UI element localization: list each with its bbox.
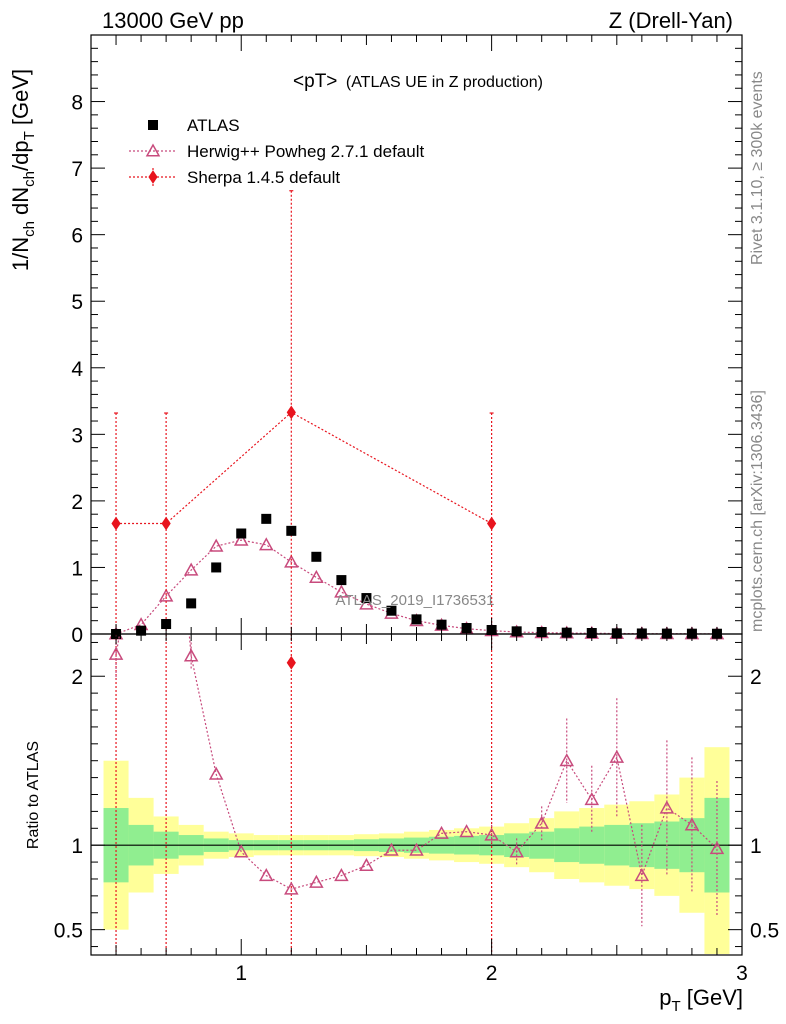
- herwig-ratio-point: [233, 844, 249, 858]
- y-axis-label: 1/Nch dNch/dpT [GeV]: [8, 69, 38, 271]
- y-tick-label: 3: [71, 424, 83, 447]
- atlas-point: [336, 575, 347, 586]
- herwig-ratio-point: [459, 824, 474, 838]
- herwig-ratio-point: [484, 827, 499, 841]
- legend-herwig-marker: [145, 143, 161, 157]
- x-tick-label: 3: [736, 962, 748, 985]
- y-tick-label: 4: [71, 358, 83, 381]
- herwig-point: [258, 537, 274, 551]
- ratio-tick-label-left: 1: [71, 835, 83, 858]
- herwig-ratio-point: [509, 844, 524, 858]
- atlas-point: [261, 513, 272, 524]
- ratio-tick-label-right: 0.5: [750, 920, 779, 943]
- herwig-ratio-point: [384, 842, 399, 856]
- rivet-label: Rivet 3.1.10, ≥ 300k events: [749, 71, 766, 265]
- herwig-point: [233, 532, 249, 546]
- herwig-ratio-point: [434, 825, 449, 839]
- atlas-point: [411, 614, 422, 625]
- header-left: 13000 GeV pp: [102, 8, 244, 33]
- y-tick-label: 2: [71, 491, 83, 514]
- ratio-tick-label-left: 0.5: [54, 920, 83, 943]
- herwig-point: [158, 588, 174, 602]
- atlas-point: [286, 525, 297, 536]
- atlas-point: [311, 551, 322, 562]
- ratio-tick-label-right: 1: [750, 835, 762, 858]
- legend: ATLAS Herwig++ Powheg 2.7.1 default Sherpa…: [129, 116, 424, 187]
- legend-atlas-marker: [148, 120, 158, 130]
- herwig-ratio-point: [108, 646, 124, 660]
- herwig-ratio-point: [284, 881, 299, 895]
- ratio-tick-label-right: 2: [750, 666, 762, 689]
- herwig-ratio-point: [208, 766, 224, 780]
- ratio-frame: [90, 633, 743, 956]
- herwig-ratio-point: [684, 817, 700, 831]
- atlas-point: [386, 605, 397, 616]
- legend-sherpa-marker: [148, 170, 158, 184]
- ratio-y-label: Ratio to ATLAS: [25, 741, 42, 849]
- sherpa-point: [286, 405, 296, 420]
- herwig-ratio-point: [584, 792, 600, 806]
- herwig-point: [359, 596, 374, 610]
- herwig-ratio-point: [258, 868, 274, 882]
- header-right: Z (Drell-Yan): [609, 8, 733, 33]
- herwig-point: [183, 562, 199, 576]
- herwig-point: [208, 538, 224, 552]
- atlas-point: [161, 619, 172, 630]
- sherpa-point: [487, 516, 497, 531]
- herwig-ratio-point: [359, 857, 374, 872]
- herwig-ratio-point: [309, 874, 324, 888]
- herwig-ratio-point: [609, 749, 625, 763]
- legend-entry-label: Sherpa 1.4.5 default: [187, 168, 340, 187]
- herwig-ratio-point: [634, 868, 650, 882]
- atlas-point: [436, 619, 447, 630]
- mcplots-label: mcplots.cern.ch [arXiv:1306.3436]: [749, 390, 766, 632]
- x-tick-label: 2: [486, 962, 498, 985]
- x-axis-label: pT [GeV]: [659, 985, 743, 1015]
- herwig-point: [334, 584, 349, 598]
- sherpa-point: [161, 516, 171, 531]
- herwig-ratio-point: [659, 800, 675, 814]
- chart-title-main: <pT>: [293, 71, 337, 92]
- herwig-ratio-point: [559, 753, 575, 767]
- atlas-point: [236, 528, 247, 539]
- herwig-ratio-point: [334, 868, 349, 882]
- y-tick-label: 5: [71, 291, 83, 314]
- atlas-point: [361, 593, 372, 604]
- atlas-point: [211, 562, 222, 573]
- herwig-ratio-line: [115, 634, 718, 890]
- herwig-ratio-point: [709, 841, 725, 855]
- ratio-bands: [91, 747, 742, 954]
- atlas-point: [186, 598, 197, 609]
- y-tick-label: 6: [71, 225, 83, 248]
- herwig-ratio-point: [534, 815, 549, 829]
- watermark: ATLAS_2019_I1736531: [335, 592, 494, 609]
- y-tick-label: 1: [71, 557, 83, 580]
- x-tick-label: 1: [235, 962, 247, 985]
- herwig-ratio-point: [409, 842, 424, 856]
- y-tick-label: 7: [71, 158, 83, 181]
- sherpa-line: [116, 411, 492, 525]
- herwig-point: [309, 569, 324, 583]
- sherpa-ratio-point: [286, 655, 296, 670]
- herwig-ratio-point: [183, 648, 199, 662]
- chart-title: <pT> (ATLAS UE in Z production): [293, 71, 543, 92]
- ratio-tick-label-left: 2: [71, 666, 83, 689]
- legend-entry-label: Herwig++ Powheg 2.7.1 default: [187, 142, 424, 161]
- y-tick-label: 8: [71, 92, 83, 115]
- sherpa-point: [111, 516, 121, 531]
- series-layer: [108, 190, 725, 955]
- chart-title-sub: (ATLAS UE in Z production): [346, 74, 543, 91]
- y-tick-label: 0: [71, 624, 83, 647]
- legend-entry-label: ATLAS: [187, 116, 240, 135]
- axes-layer: 0 1 2 3 4 5 6 7 8 0.5 0.5 1 1 2 2 1 2 3: [54, 34, 779, 985]
